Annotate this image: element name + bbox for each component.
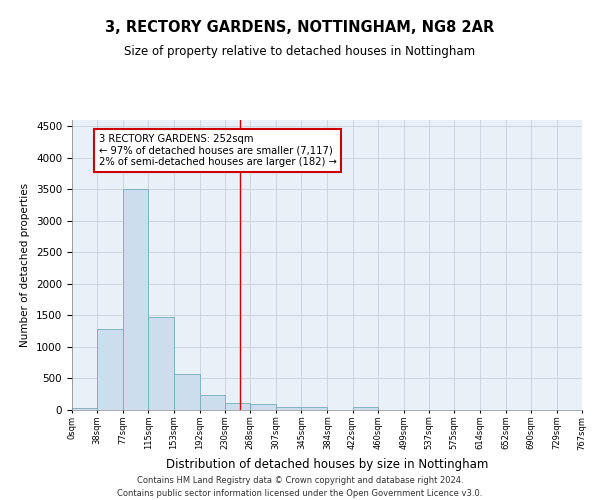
Bar xyxy=(174,374,200,410)
Bar xyxy=(276,406,301,410)
Text: Contains public sector information licensed under the Open Government Licence v3: Contains public sector information licen… xyxy=(118,488,482,498)
Bar xyxy=(301,408,328,410)
Text: 3 RECTORY GARDENS: 252sqm
← 97% of detached houses are smaller (7,117)
2% of sem: 3 RECTORY GARDENS: 252sqm ← 97% of detac… xyxy=(98,134,337,167)
Bar xyxy=(123,190,148,410)
Bar xyxy=(250,404,276,410)
Bar xyxy=(225,403,250,410)
X-axis label: Distribution of detached houses by size in Nottingham: Distribution of detached houses by size … xyxy=(166,458,488,471)
Bar xyxy=(72,408,97,410)
Text: 3, RECTORY GARDENS, NOTTINGHAM, NG8 2AR: 3, RECTORY GARDENS, NOTTINGHAM, NG8 2AR xyxy=(106,20,494,35)
Bar xyxy=(97,330,123,410)
Bar xyxy=(353,406,378,410)
Y-axis label: Number of detached properties: Number of detached properties xyxy=(20,183,31,347)
Bar xyxy=(200,395,225,410)
Text: Size of property relative to detached houses in Nottingham: Size of property relative to detached ho… xyxy=(124,45,476,58)
Bar xyxy=(148,316,174,410)
Text: Contains HM Land Registry data © Crown copyright and database right 2024.: Contains HM Land Registry data © Crown c… xyxy=(137,476,463,485)
